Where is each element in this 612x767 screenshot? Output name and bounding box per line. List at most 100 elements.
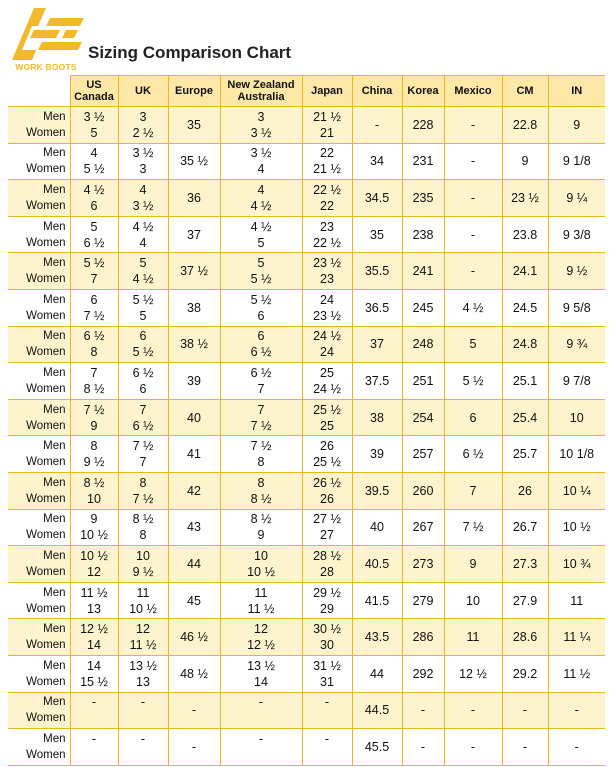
women-size: 13 bbox=[87, 601, 101, 616]
gender-label: Men bbox=[43, 659, 66, 672]
size-cell-mx: 5 ½ bbox=[443, 362, 502, 400]
size-cell-jp: 30 ½ 30 bbox=[301, 618, 352, 656]
size-cell-mx: - bbox=[443, 106, 502, 144]
size-cell-jp: 24 ½ 24 bbox=[301, 325, 352, 363]
size-cell-jp: 23 ½ 23 bbox=[301, 252, 352, 290]
gender-label: Women bbox=[26, 748, 66, 761]
men-size: 23 bbox=[320, 219, 334, 234]
size-cell-eu: 35 bbox=[167, 106, 220, 144]
men-size: 9 bbox=[90, 512, 98, 527]
size-cell-us: 9 10 ½ bbox=[69, 508, 118, 546]
gender-label: Women bbox=[26, 675, 66, 688]
size-cell-kr: 273 bbox=[401, 545, 444, 583]
women-size: 10 ½ bbox=[129, 601, 157, 616]
size-cell-eu: 39 bbox=[167, 362, 220, 400]
women-size: 10 bbox=[87, 491, 101, 506]
gender-label-cell: Men Women bbox=[8, 325, 70, 363]
size-cell-cm: 9 bbox=[501, 142, 548, 180]
size-cell-kr: 279 bbox=[401, 581, 444, 619]
men-size: 3 ½ bbox=[250, 146, 272, 161]
column-header: CM bbox=[501, 75, 548, 107]
women-size: 8 bbox=[139, 528, 147, 543]
women-size: 30 bbox=[320, 638, 334, 653]
gender-label-cell: Men Women bbox=[8, 288, 70, 327]
women-size: 15 ½ bbox=[80, 674, 108, 689]
gender-label: Men bbox=[43, 696, 66, 709]
size-cell-cn: - bbox=[351, 106, 402, 144]
men-size: 6 ½ bbox=[250, 365, 272, 380]
size-cell-jp: 23 22 ½ bbox=[301, 215, 352, 253]
size-cell-in: 9 3/8 bbox=[547, 215, 605, 253]
men-size: 13 ½ bbox=[129, 658, 157, 673]
size-cell-eu: 46 ½ bbox=[167, 618, 220, 656]
women-size: 29 bbox=[320, 601, 334, 616]
women-size: 23 bbox=[320, 272, 334, 287]
men-size: 5 bbox=[90, 219, 98, 234]
men-size: 7 ½ bbox=[132, 439, 154, 454]
women-size: 6 bbox=[139, 381, 147, 396]
brand-logo: WORK BOOTS bbox=[8, 6, 84, 76]
gender-label: Women bbox=[26, 639, 66, 652]
women-size: 31 bbox=[320, 674, 334, 689]
size-cell-jp: 22 ½ 22 bbox=[301, 179, 352, 217]
men-size: 5 bbox=[257, 256, 265, 271]
men-size: 24 bbox=[320, 292, 334, 307]
size-cell-eu: 38 ½ bbox=[167, 325, 220, 363]
size-cell-jp: 29 ½ 29 bbox=[301, 581, 352, 619]
size-cell-in: 10 ¾ bbox=[547, 545, 605, 583]
size-cell-cm: 27.9 bbox=[501, 581, 548, 619]
table-row: Men Women 14 15 ½ 13 ½ 13 48 ½ 13 ½ 14 31 ½ 31 44 29… bbox=[8, 654, 605, 692]
size-cell-eu: 36 bbox=[167, 179, 220, 217]
women-size: 8 bbox=[257, 455, 265, 470]
size-cell-eu: 37 ½ bbox=[167, 252, 220, 290]
size-cell-kr: 235 bbox=[401, 179, 444, 217]
size-cell-in: 9 1/8 bbox=[547, 142, 605, 180]
women-size: 8 ½ bbox=[83, 381, 105, 396]
size-cell-cm: 25.7 bbox=[501, 435, 548, 473]
gender-label: Women bbox=[26, 309, 66, 322]
women-size: 26 bbox=[320, 491, 334, 506]
men-size: 5 ½ bbox=[250, 292, 272, 307]
men-size: 25 ½ bbox=[313, 402, 341, 417]
men-size: 7 bbox=[257, 402, 265, 417]
column-header: Mexico bbox=[443, 75, 502, 107]
size-cell-cm: 28.6 bbox=[501, 618, 548, 656]
size-cell-us: 14 15 ½ bbox=[69, 654, 118, 692]
size-cell-in: - bbox=[547, 728, 605, 766]
men-size: - bbox=[258, 731, 264, 746]
men-size: 6 bbox=[139, 329, 147, 344]
size-cell-mx: 4 ½ bbox=[443, 288, 502, 327]
gender-label: Women bbox=[26, 273, 66, 286]
women-size: 11 ½ bbox=[129, 638, 157, 653]
women-size: 23 ½ bbox=[313, 308, 341, 323]
size-cell-nz: 10 10 ½ bbox=[219, 545, 302, 583]
size-cell-cm: 24.5 bbox=[501, 288, 548, 327]
size-cell-in: 9 ¾ bbox=[547, 325, 605, 363]
women-size: 6 ½ bbox=[132, 418, 154, 433]
size-cell-mx: 10 bbox=[443, 581, 502, 619]
gender-label: Women bbox=[26, 456, 66, 469]
men-size: 4 bbox=[139, 182, 147, 197]
size-cell-in: 11 ½ bbox=[547, 654, 605, 692]
table-row: Men Women - - -- - 44.5- - - - bbox=[8, 691, 605, 729]
size-cell-jp: 27 ½ 27 bbox=[301, 508, 352, 546]
size-cell-nz: - bbox=[219, 728, 302, 766]
